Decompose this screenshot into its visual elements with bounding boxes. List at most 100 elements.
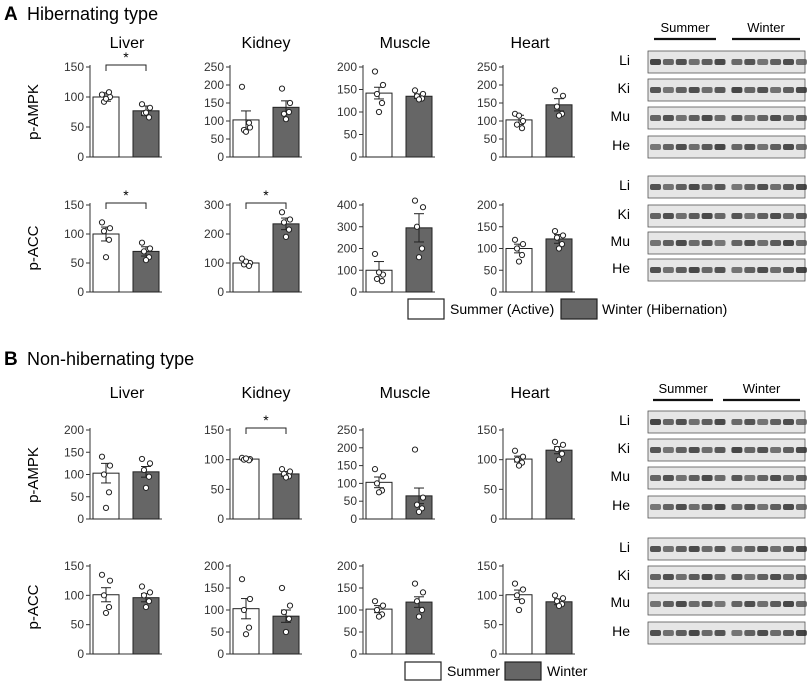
data-point-b-p-acc-heart-0-2 <box>513 592 521 599</box>
bar-b-p-acc-heart-summer <box>505 594 533 655</box>
data-point-a-p-ampk-liver-1-0 <box>138 101 146 108</box>
blot-band-a-1-2 <box>675 87 687 93</box>
data-point-b-p-acc-heart-1-0 <box>551 592 559 599</box>
y-tick-label-b-p-acc-kidney-0: 0 <box>217 647 224 661</box>
data-point-b-p-acc-heart-0-3 <box>518 598 526 605</box>
organ-title-a-kidney: Kidney <box>242 35 291 52</box>
blot-band-a-5-0 <box>650 213 661 219</box>
blot-band-b-6-4 <box>701 601 713 607</box>
blot-row-b-2: Mu <box>611 466 807 490</box>
blot-band-b-3-1 <box>662 504 674 510</box>
blot-band-a-2-3 <box>688 115 700 121</box>
bar-a-p-acc-liver-summer <box>92 233 120 293</box>
blot-band-a-1-8 <box>757 87 769 93</box>
blot-band-a-7-3 <box>688 267 700 273</box>
panel-b-letter: B <box>4 349 18 370</box>
blot-band-b-0-11 <box>795 419 807 425</box>
blot-band-a-7-5 <box>714 267 726 273</box>
blot-band-a-0-9 <box>770 59 782 65</box>
blot-band-b-6-0 <box>650 601 661 607</box>
blot-band-a-6-7 <box>744 240 756 246</box>
blot-band-a-6-4 <box>701 240 713 246</box>
y-tick-label-b-p-acc-muscle-3: 150 <box>337 581 357 595</box>
chart-b-p-acc-liver: 0 50 100 150 <box>64 559 162 661</box>
blot-band-b-3-6 <box>731 504 743 510</box>
blot-band-b-1-7 <box>744 447 756 453</box>
bar-b-p-acc-heart-winter <box>545 601 573 655</box>
data-point-b-p-acc-muscle-0-0 <box>371 598 379 605</box>
blot-row-b-0: Li <box>619 410 807 434</box>
legend-b-summer-label: Summer <box>447 663 500 679</box>
blot-band-a-6-9 <box>770 240 782 246</box>
data-point-b-p-acc-muscle-1-1 <box>419 589 427 596</box>
data-point-a-p-acc-kidney-1-1 <box>286 216 294 223</box>
data-point-a-p-acc-muscle-0-3 <box>378 278 386 285</box>
significance-star-a-p-acc-kidney: * <box>263 187 269 203</box>
bar-b-p-ampk-liver-winter <box>132 471 160 520</box>
data-point-b-p-acc-kidney-1-4 <box>282 628 290 636</box>
data-point-b-p-ampk-muscle-0-1 <box>379 473 387 480</box>
significance-star-a-p-acc-liver: * <box>123 187 129 203</box>
blot-band-b-5-5 <box>714 574 726 580</box>
blot-band-a-1-5 <box>714 87 726 93</box>
blot-band-b-7-7 <box>744 630 756 636</box>
blot-band-b-3-8 <box>757 504 769 510</box>
blot-band-a-3-9 <box>770 144 782 150</box>
bar-a-p-ampk-liver-summer <box>92 96 120 158</box>
data-point-b-p-ampk-muscle-1-4 <box>415 508 423 515</box>
data-point-a-p-acc-kidney-0-4 <box>242 258 250 265</box>
blot-band-a-6-8 <box>757 240 769 246</box>
data-point-b-p-acc-liver-0-2 <box>100 592 108 599</box>
blot-row-b-4: Li <box>619 537 807 561</box>
data-point-b-p-ampk-muscle-0-4 <box>375 489 383 496</box>
data-point-a-p-ampk-liver-1-3 <box>145 114 153 121</box>
blot-band-a-3-6 <box>731 144 743 150</box>
blot-header-winter-a: Winter <box>747 20 785 35</box>
blot-band-b-6-6 <box>731 601 743 607</box>
blot-band-a-2-5 <box>714 115 726 121</box>
data-point-b-p-acc-liver-1-1 <box>146 589 154 596</box>
blot-band-a-7-7 <box>744 267 756 273</box>
blot-band-b-2-5 <box>714 475 726 481</box>
blot-band-a-6-11 <box>795 240 807 246</box>
blot-band-b-0-9 <box>770 419 782 425</box>
blot-band-a-2-8 <box>757 115 769 121</box>
y-tick-label-b-p-acc-muscle-1: 50 <box>344 625 358 639</box>
blot-band-a-7-10 <box>783 267 794 273</box>
blot-band-a-7-1 <box>662 267 674 273</box>
organ-title-b-kidney: Kidney <box>242 385 291 402</box>
blot-band-b-2-9 <box>770 475 782 481</box>
blot-band-a-7-9 <box>770 267 782 273</box>
blot-row-a-1: Ki <box>618 78 807 102</box>
blot-band-b-7-5 <box>714 630 726 636</box>
blot-label-b-1: Ki <box>618 440 630 456</box>
y-tick-label-a-p-ampk-kidney-1: 50 <box>211 132 225 146</box>
blot-band-b-4-3 <box>688 546 700 552</box>
blot-band-a-5-8 <box>757 213 769 219</box>
data-point-a-p-ampk-heart-1-1 <box>559 92 567 99</box>
blot-band-a-3-10 <box>783 144 794 150</box>
blot-band-a-4-8 <box>757 184 769 190</box>
blot-band-a-6-0 <box>650 240 661 246</box>
data-point-b-p-acc-muscle-1-3 <box>418 606 426 614</box>
blot-band-b-7-4 <box>701 630 713 636</box>
blot-row-b-6: Mu <box>611 592 807 616</box>
panel-a-letter: A <box>4 4 18 25</box>
y-tick-label-a-p-acc-kidney-0: 0 <box>217 285 224 299</box>
blot-band-b-6-5 <box>714 601 726 607</box>
blot-band-b-3-9 <box>770 504 782 510</box>
data-point-a-p-ampk-heart-0-2 <box>513 121 521 128</box>
significance-bracket-a-p-acc-kidney <box>245 202 287 209</box>
blot-band-b-3-5 <box>714 504 726 510</box>
blot-band-b-0-10 <box>783 419 794 425</box>
blot-band-a-1-1 <box>662 87 674 93</box>
y-tick-label-b-p-ampk-heart-1: 50 <box>484 482 498 496</box>
chart-a-p-acc-kidney: 0 100 200 300 * <box>204 187 302 299</box>
data-point-b-p-acc-kidney-0-4 <box>242 631 250 638</box>
blot-band-b-2-2 <box>675 475 687 481</box>
blot-band-a-1-6 <box>731 87 743 93</box>
data-point-a-p-ampk-muscle-0-2 <box>373 90 381 98</box>
data-point-a-p-ampk-liver-0-4 <box>102 95 110 102</box>
blot-band-a-4-4 <box>701 184 713 190</box>
data-point-b-p-acc-kidney-0-3 <box>245 624 253 631</box>
